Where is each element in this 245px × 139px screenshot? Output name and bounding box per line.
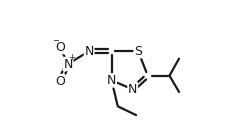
Text: O: O <box>55 41 65 54</box>
Text: N: N <box>128 83 137 96</box>
Text: O: O <box>55 75 65 88</box>
Text: +: + <box>68 53 75 62</box>
Text: N: N <box>107 74 116 87</box>
Text: −: − <box>52 36 59 45</box>
Text: S: S <box>134 45 142 58</box>
Text: N: N <box>85 45 94 58</box>
Text: N: N <box>63 58 73 71</box>
